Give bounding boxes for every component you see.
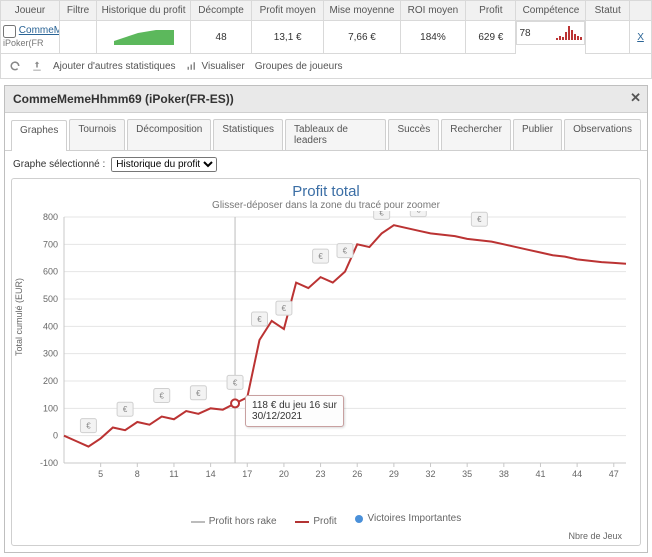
avg-stake-cell: 7,66 € bbox=[324, 21, 400, 54]
svg-text:600: 600 bbox=[43, 267, 58, 277]
svg-text:€: € bbox=[233, 378, 238, 387]
status-cell bbox=[586, 21, 630, 54]
svg-text:700: 700 bbox=[43, 239, 58, 249]
svg-text:38: 38 bbox=[499, 469, 509, 479]
col-header[interactable]: ROI moyen bbox=[400, 1, 466, 21]
svg-text:200: 200 bbox=[43, 376, 58, 386]
svg-text:32: 32 bbox=[426, 469, 436, 479]
svg-text:35: 35 bbox=[462, 469, 472, 479]
tab-observations[interactable]: Observations bbox=[564, 119, 641, 150]
avg-profit-cell: 13,1 € bbox=[252, 21, 324, 54]
svg-text:47: 47 bbox=[609, 469, 619, 479]
profit-cell: 629 € bbox=[466, 21, 516, 54]
tab-bar: GraphesTournoisDécompositionStatistiques… bbox=[5, 113, 647, 151]
player-cell: CommeMiPoker(FR bbox=[1, 21, 60, 54]
svg-text:29: 29 bbox=[389, 469, 399, 479]
col-header[interactable]: Décompte bbox=[191, 1, 252, 21]
filter-cell bbox=[59, 21, 96, 54]
svg-text:20: 20 bbox=[279, 469, 289, 479]
svg-text:11: 11 bbox=[169, 469, 178, 479]
tab-graphes[interactable]: Graphes bbox=[11, 120, 67, 151]
svg-text:800: 800 bbox=[43, 212, 58, 222]
legend-rakeless[interactable]: Profit hors rake bbox=[191, 516, 277, 527]
svg-text:23: 23 bbox=[316, 469, 326, 479]
toolbar: Ajouter d'autres statistiques Visualiser… bbox=[0, 54, 652, 79]
player-link[interactable]: CommeM bbox=[19, 25, 60, 36]
legend-wins[interactable]: Victoires Importantes bbox=[355, 513, 461, 524]
col-header[interactable]: Historique du profit bbox=[97, 1, 191, 21]
svg-text:€: € bbox=[160, 392, 165, 401]
add-stats-button[interactable]: Ajouter d'autres statistiques bbox=[53, 61, 176, 72]
close-icon[interactable]: ✕ bbox=[630, 90, 641, 106]
chart-subtitle: Glisser-déposer dans la zone du tracé po… bbox=[16, 200, 636, 211]
plot-area[interactable]: Total cumulé (EUR) -100 0 100 200 300 400 500 6… bbox=[16, 211, 636, 511]
legend-profit[interactable]: Profit bbox=[295, 516, 336, 527]
export-button[interactable] bbox=[31, 60, 43, 72]
panel-header: CommeMemeHhmm69 (iPoker(FR-ES)) ✕ bbox=[5, 86, 647, 113]
tab-décomposition[interactable]: Décomposition bbox=[127, 119, 211, 150]
svg-text:100: 100 bbox=[43, 403, 58, 413]
status-link-cell: X bbox=[630, 21, 652, 54]
svg-text:€: € bbox=[343, 247, 348, 256]
tab-tournois[interactable]: Tournois bbox=[69, 119, 125, 150]
tab-publier[interactable]: Publier bbox=[513, 119, 562, 150]
col-header[interactable]: Profit moyen bbox=[252, 1, 324, 21]
col-header[interactable]: Filtre bbox=[59, 1, 96, 21]
svg-text:8: 8 bbox=[135, 469, 140, 479]
x-axis-label: Nbre de Jeux bbox=[16, 531, 636, 541]
selector-label: Graphe sélectionné : bbox=[13, 159, 105, 170]
stats-table: JoueurFiltreHistorique du profitDécompte… bbox=[0, 0, 652, 54]
svg-text:€: € bbox=[86, 422, 91, 431]
svg-text:26: 26 bbox=[352, 469, 362, 479]
svg-text:400: 400 bbox=[43, 321, 58, 331]
avg-roi-cell: 184% bbox=[400, 21, 466, 54]
sparkline-cell bbox=[97, 21, 191, 54]
player-groups-button[interactable]: Groupes de joueurs bbox=[255, 61, 343, 72]
player-panel: CommeMemeHhmm69 (iPoker(FR-ES)) ✕ Graphe… bbox=[4, 85, 648, 553]
svg-text:€: € bbox=[477, 215, 482, 224]
y-axis-label: Total cumulé (EUR) bbox=[14, 278, 24, 356]
tab-succès[interactable]: Succès bbox=[388, 119, 439, 150]
svg-text:0: 0 bbox=[53, 431, 58, 441]
svg-text:17: 17 bbox=[242, 469, 252, 479]
svg-text:€: € bbox=[257, 315, 262, 324]
count-cell: 48 bbox=[191, 21, 252, 54]
svg-text:5: 5 bbox=[98, 469, 103, 479]
col-header[interactable]: Statut bbox=[586, 1, 630, 21]
col-header[interactable]: Mise moyenne bbox=[324, 1, 400, 21]
svg-text:-100: -100 bbox=[40, 458, 58, 468]
svg-text:€: € bbox=[123, 405, 128, 414]
remove-link[interactable]: X bbox=[637, 32, 644, 43]
svg-text:41: 41 bbox=[535, 469, 545, 479]
svg-text:€: € bbox=[416, 211, 421, 215]
tab-rechercher[interactable]: Rechercher bbox=[441, 119, 511, 150]
refresh-button[interactable] bbox=[9, 60, 21, 72]
col-header[interactable]: Profit bbox=[466, 1, 516, 21]
row-checkbox[interactable] bbox=[3, 25, 16, 38]
svg-text:500: 500 bbox=[43, 294, 58, 304]
ability-cell: 78 bbox=[516, 21, 585, 45]
col-header[interactable]: Compétence bbox=[516, 1, 586, 21]
tab-statistiques[interactable]: Statistiques bbox=[213, 119, 283, 150]
svg-text:€: € bbox=[318, 252, 323, 261]
graph-selector[interactable]: Historique du profit bbox=[111, 157, 217, 172]
chart-legend: Profit hors rake Profit Victoires Import… bbox=[16, 511, 636, 531]
tab-tableaux-de-leaders[interactable]: Tableaux de leaders bbox=[285, 119, 386, 150]
chart-container: Profit total Glisser-déposer dans la zon… bbox=[11, 178, 641, 546]
svg-text:€: € bbox=[379, 211, 384, 217]
panel-title: CommeMemeHhmm69 (iPoker(FR-ES)) bbox=[13, 92, 234, 106]
svg-text:44: 44 bbox=[572, 469, 582, 479]
svg-text:14: 14 bbox=[206, 469, 216, 479]
svg-text:300: 300 bbox=[43, 349, 58, 359]
chart-title: Profit total bbox=[16, 181, 636, 200]
svg-text:€: € bbox=[282, 304, 287, 313]
hover-tooltip: 118 € du jeu 16 sur30/12/2021 bbox=[245, 395, 344, 427]
col-header[interactable]: Joueur bbox=[1, 1, 60, 21]
visualize-button[interactable]: Visualiser bbox=[186, 60, 245, 72]
svg-text:€: € bbox=[196, 389, 201, 398]
